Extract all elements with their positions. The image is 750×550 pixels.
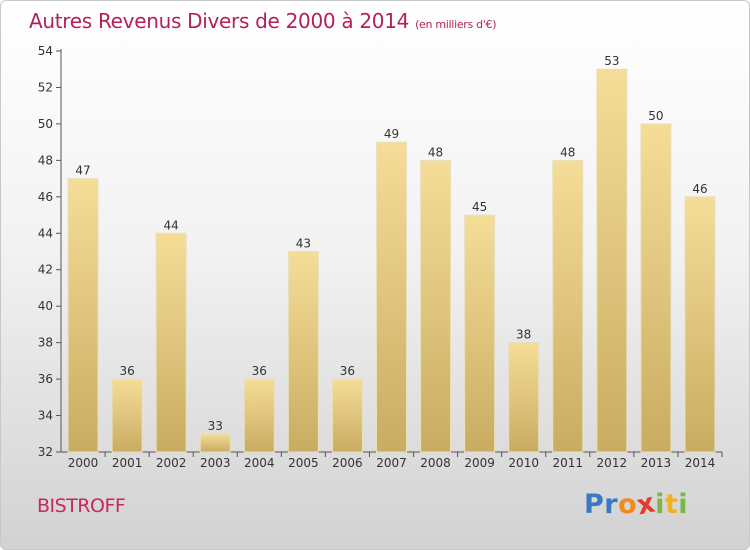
x-tick-label: 2002 (156, 456, 187, 470)
x-tick-label: 2008 (420, 456, 451, 470)
data-label: 36 (340, 364, 355, 378)
data-label: 53 (604, 54, 619, 68)
logo-letter: o (618, 489, 638, 520)
chart-subtitle: (en milliers d'€) (415, 18, 497, 31)
y-tick-label: 54 (38, 44, 53, 58)
logo-letter: i (678, 489, 689, 520)
data-label: 36 (252, 364, 267, 378)
x-tick-label: 2004 (244, 456, 275, 470)
data-label: 50 (648, 109, 663, 123)
bar (464, 214, 496, 453)
bar (243, 378, 275, 453)
data-label: 38 (516, 328, 531, 342)
bar (596, 68, 628, 453)
data-label: 45 (472, 200, 487, 214)
bar (67, 178, 99, 453)
y-tick-label: 46 (38, 190, 53, 204)
x-tick-label: 2003 (200, 456, 231, 470)
bar (155, 232, 187, 453)
data-label: 48 (560, 145, 575, 159)
x-tick-label: 2012 (597, 456, 628, 470)
data-label: 47 (75, 164, 90, 178)
proxiti-logo: Proxiti (584, 487, 689, 521)
bar (684, 196, 716, 453)
y-tick-label: 44 (38, 226, 53, 240)
x-tick-label: 2011 (552, 456, 583, 470)
logo-letter: P (584, 489, 605, 520)
data-label: 43 (296, 237, 311, 251)
chart-title-text: Autres Revenus Divers de 2000 à 2014 (29, 9, 410, 33)
x-tick-label: 2007 (376, 456, 407, 470)
logo-letter: t (664, 489, 679, 520)
bar (552, 159, 584, 453)
x-tick-label: 2009 (464, 456, 495, 470)
bar (420, 159, 452, 453)
y-tick-label: 50 (38, 117, 53, 131)
y-tick-label: 38 (38, 336, 53, 350)
x-tick-label: 2010 (508, 456, 539, 470)
data-label: 48 (428, 145, 443, 159)
logo-letter: i (655, 489, 665, 520)
x-tick-label: 2014 (685, 456, 716, 470)
y-tick-label: 34 (38, 409, 53, 423)
y-tick-label: 52 (38, 80, 53, 94)
data-label: 44 (164, 218, 179, 232)
bar (640, 123, 672, 453)
data-label: 46 (692, 182, 707, 196)
bar (199, 433, 231, 453)
data-label: 49 (384, 127, 399, 141)
data-label: 36 (119, 364, 134, 378)
x-tick-label: 2005 (288, 456, 319, 470)
data-label: 33 (208, 419, 223, 433)
x-tick-label: 2013 (641, 456, 672, 470)
y-tick-label: 40 (38, 299, 53, 313)
bar (331, 378, 363, 453)
bar (376, 141, 407, 453)
y-tick-label: 32 (38, 445, 53, 459)
bar (111, 378, 143, 453)
logo-letter: r (604, 489, 619, 520)
bar (287, 251, 319, 453)
chart-title: Autres Revenus Divers de 2000 à 2014 (en … (29, 9, 497, 33)
x-tick-label: 2000 (68, 456, 99, 470)
commune-name: BISTROFF (37, 495, 126, 517)
bar (508, 342, 540, 453)
y-tick-label: 36 (38, 372, 53, 386)
y-tick-label: 42 (38, 263, 53, 277)
x-tick-label: 2001 (112, 456, 143, 470)
x-tick-label: 2006 (332, 456, 363, 470)
y-tick-label: 48 (38, 153, 53, 167)
